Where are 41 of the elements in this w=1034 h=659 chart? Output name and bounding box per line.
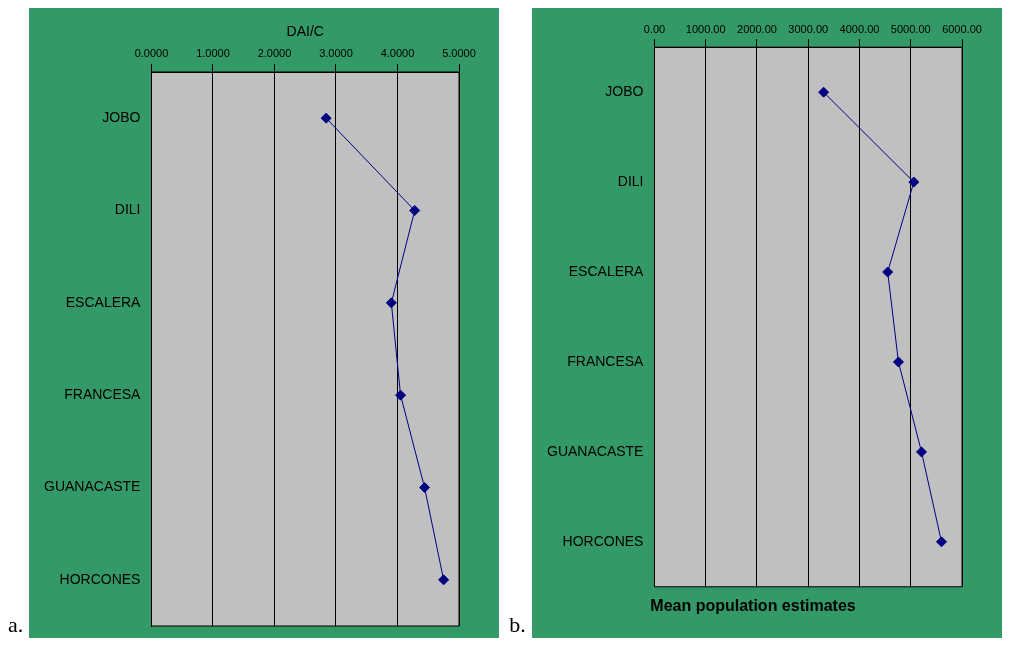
x-tick-label: 0.0000 [134, 47, 169, 60]
point [419, 482, 431, 493]
text: b. [509, 612, 526, 638]
y-tick-label: FRANCESA [64, 386, 142, 403]
x-tick-label: 4000.00 [839, 22, 880, 35]
point [892, 356, 904, 368]
point [817, 86, 829, 98]
y-tick-label: GUANACASTE [44, 478, 141, 495]
y-tick-label: JOBO [102, 109, 141, 126]
x-tick-label: 1.0000 [196, 47, 231, 60]
x-tick-label: 2.0000 [257, 47, 292, 60]
y-tick-label: ESCALERA [568, 262, 644, 279]
text: a. [8, 612, 24, 638]
point [438, 574, 450, 586]
y-tick-label: DILI [115, 201, 141, 218]
x-tick-label: 0.00 [643, 22, 665, 35]
point [881, 266, 893, 278]
x-tick-label: 4.0000 [380, 47, 415, 60]
x-axis-title: DAI/C [286, 23, 325, 40]
point [386, 297, 398, 309]
y-tick-label: JOBO [605, 83, 644, 100]
point [935, 536, 947, 548]
point [395, 389, 407, 401]
point [320, 112, 332, 124]
x-tick-label: 1000.00 [685, 22, 726, 35]
y-tick-label: ESCALERA [66, 293, 142, 310]
x-tick-label: 5.0000 [442, 47, 477, 60]
x-tick-label: 6000.00 [941, 22, 982, 35]
point [409, 205, 421, 216]
y-tick-label: GUANACASTE [546, 442, 644, 459]
x-tick-label: 5000.00 [890, 22, 931, 35]
text: Mean population estimates [650, 596, 856, 614]
y-tick-label: DILI [617, 172, 644, 189]
x-tick-label: 3.0000 [319, 47, 354, 60]
y-tick-label: FRANCESA [566, 352, 644, 369]
y-tick-label: HORCONES [59, 570, 141, 587]
y-tick-label: HORCONES [562, 532, 644, 549]
x-tick-label: 3000.00 [788, 22, 828, 35]
point [908, 176, 920, 188]
point [915, 446, 927, 458]
x-tick-label: 2000.00 [736, 22, 777, 35]
